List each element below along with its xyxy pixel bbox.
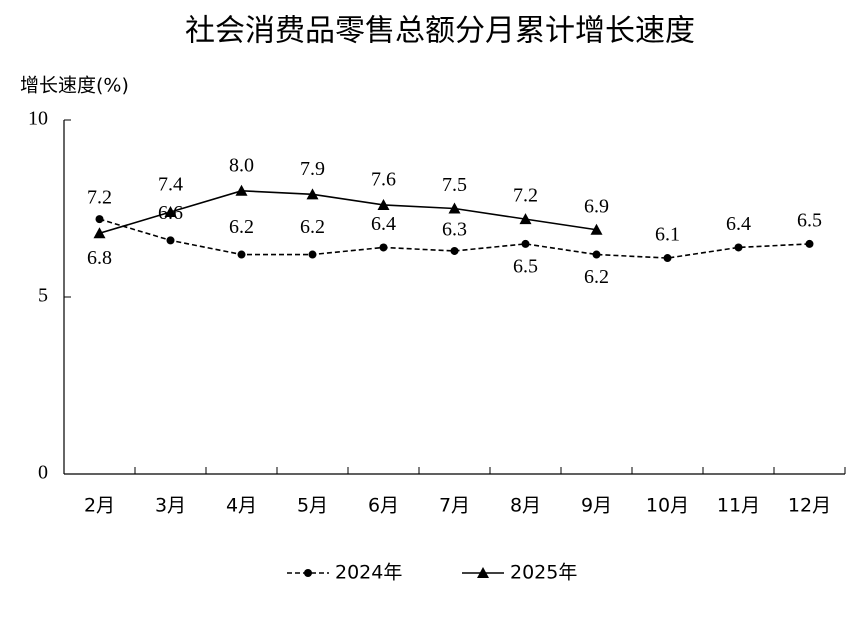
data-point [235,184,248,196]
data-label: 7.6 [371,169,396,191]
data-point [166,236,175,245]
x-tick-label: 4月 [226,495,257,517]
data-point [379,243,388,252]
data-point [95,215,104,224]
data-point [450,246,459,255]
x-tick-label: 3月 [155,495,186,517]
data-label: 7.5 [442,174,467,196]
x-tick-label: 7月 [439,495,470,517]
data-label: 6.3 [442,219,467,241]
x-tick-label: 9月 [581,495,612,517]
data-label: 7.4 [158,174,183,196]
x-tick-label: 5月 [297,495,328,517]
y-tick-label: 10 [28,108,48,130]
data-label: 7.9 [300,158,325,180]
y-axis-label: 增长速度(%) [20,75,129,97]
x-tick-label: 10月 [646,495,689,517]
data-point [306,188,319,200]
x-tick-label: 11月 [717,495,760,517]
chart-title: 社会消费品零售总额分月累计增长速度 [185,14,695,49]
series-line [99,218,810,259]
x-tick-label: 8月 [510,495,541,517]
data-label: 7.2 [513,185,538,207]
data-label: 6.2 [300,216,325,238]
data-point [377,198,390,210]
data-label: 6.4 [371,213,396,235]
data-point [663,254,672,263]
data-label: 7.2 [87,187,112,209]
data-point [448,202,461,214]
legend-marker [477,567,489,578]
x-tick-label: 12月 [788,495,831,517]
data-label: 6.8 [87,247,112,269]
data-point [805,239,814,248]
data-label: 6.9 [584,195,609,217]
data-label: 6.5 [513,255,538,277]
legend-label: 2024年 [335,562,402,584]
data-point [164,206,177,218]
data-point [237,250,246,259]
data-label: 6.4 [726,213,751,235]
data-point [592,250,601,259]
data-label: 6.1 [655,224,680,246]
y-tick-label: 0 [38,462,48,484]
data-label: 8.0 [229,154,254,176]
legend-label: 2025年 [510,562,577,584]
data-point [308,250,317,259]
x-tick-label: 2月 [84,495,115,517]
data-point [734,243,743,252]
data-point [590,223,603,235]
y-tick-label: 5 [38,285,48,307]
x-tick-label: 6月 [368,495,399,517]
legend-marker [304,569,312,577]
data-point [521,239,530,248]
series-line [99,189,597,235]
data-point [93,227,106,239]
data-label: 6.5 [797,209,822,231]
data-point [519,213,532,225]
data-label: 6.2 [229,216,254,238]
data-label: 6.2 [584,266,609,288]
